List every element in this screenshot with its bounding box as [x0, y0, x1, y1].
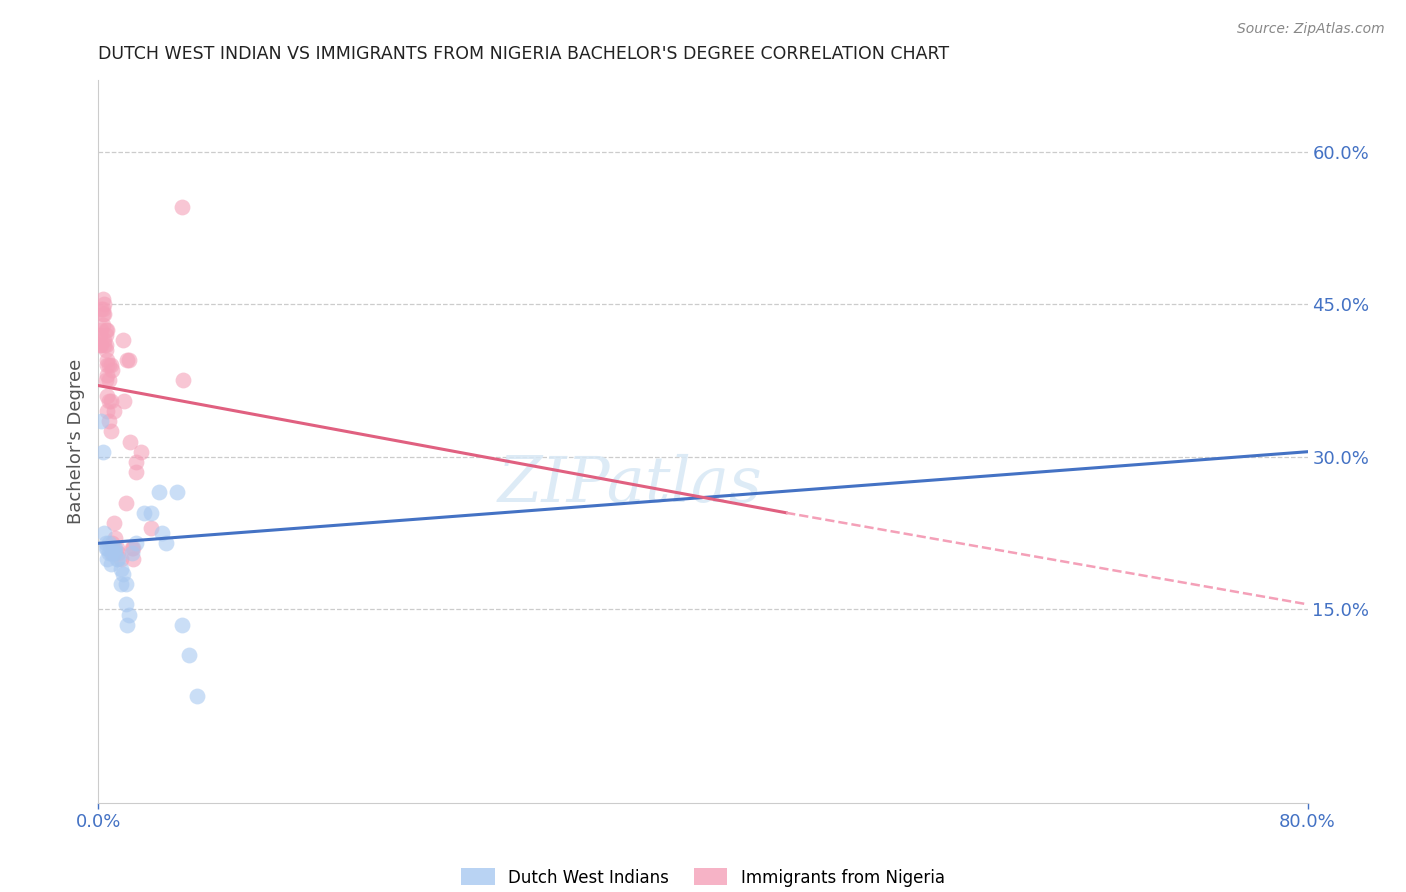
Point: [96, 358, 118, 372]
Text: Source: ZipAtlas.com: Source: ZipAtlas.com: [1237, 22, 1385, 37]
Point: [114, 598, 136, 612]
Point: [89, 327, 111, 342]
Point: [111, 333, 134, 347]
Point: [114, 495, 136, 509]
Point: [98, 414, 121, 428]
Point: [118, 353, 141, 368]
Point: [166, 485, 188, 500]
Point: [96, 353, 118, 368]
Point: [179, 648, 201, 663]
Point: [90, 323, 112, 337]
Point: [105, 541, 128, 556]
Point: [101, 536, 124, 550]
Point: [115, 617, 138, 632]
Point: [96, 541, 118, 556]
Point: [101, 546, 124, 560]
Point: [94, 327, 117, 342]
Text: ZIPatlas: ZIPatlas: [498, 454, 763, 516]
Point: [103, 546, 125, 560]
Point: [125, 455, 148, 469]
Point: [125, 465, 148, 479]
Point: [98, 374, 121, 388]
Point: [104, 546, 127, 560]
Point: [125, 536, 148, 550]
Point: [104, 531, 127, 545]
Point: [105, 551, 128, 566]
Point: [100, 425, 122, 439]
Point: [94, 343, 117, 357]
Point: [94, 374, 117, 388]
Point: [96, 404, 118, 418]
Point: [121, 546, 143, 560]
Point: [122, 541, 145, 556]
Point: [98, 536, 121, 550]
Point: [96, 389, 118, 403]
Point: [129, 444, 152, 458]
Y-axis label: Bachelor's Degree: Bachelor's Degree: [66, 359, 84, 524]
Point: [91, 307, 114, 321]
Point: [107, 546, 129, 560]
Point: [93, 333, 115, 347]
Point: [107, 551, 129, 566]
Point: [111, 566, 134, 581]
Point: [114, 577, 136, 591]
Point: [98, 393, 121, 408]
Legend: Dutch West Indians, Immigrants from Nigeria: Dutch West Indians, Immigrants from Nige…: [454, 862, 952, 892]
Point: [101, 541, 124, 556]
Point: [141, 521, 163, 535]
Point: [104, 541, 127, 556]
Point: [103, 404, 125, 418]
Point: [91, 444, 114, 458]
Point: [121, 541, 143, 556]
Point: [100, 358, 122, 372]
Point: [100, 557, 122, 571]
Point: [94, 323, 117, 337]
Point: [172, 374, 194, 388]
Point: [101, 363, 124, 377]
Point: [94, 338, 117, 352]
Point: [141, 506, 163, 520]
Point: [122, 551, 145, 566]
Point: [90, 338, 112, 352]
Point: [90, 414, 112, 428]
Point: [103, 516, 125, 530]
Point: [132, 506, 155, 520]
Point: [118, 607, 141, 622]
Point: [93, 526, 115, 541]
Point: [93, 307, 115, 321]
Point: [96, 323, 118, 337]
Point: [90, 302, 112, 317]
Point: [93, 338, 115, 352]
Point: [120, 434, 142, 449]
Point: [110, 551, 132, 566]
Point: [150, 526, 173, 541]
Point: [100, 393, 122, 408]
Text: DUTCH WEST INDIAN VS IMMIGRANTS FROM NIGERIA BACHELOR'S DEGREE CORRELATION CHART: DUTCH WEST INDIAN VS IMMIGRANTS FROM NIG…: [98, 45, 949, 63]
Point: [89, 338, 111, 352]
Point: [98, 546, 121, 560]
Point: [112, 393, 135, 408]
Point: [186, 689, 208, 703]
Point: [148, 485, 170, 500]
Point: [98, 358, 121, 372]
Point: [170, 617, 193, 632]
Point: [91, 318, 114, 332]
Point: [96, 551, 118, 566]
Point: [96, 368, 118, 383]
Point: [94, 541, 117, 556]
Point: [91, 292, 114, 306]
Point: [91, 302, 114, 317]
Point: [110, 577, 132, 591]
Point: [155, 536, 177, 550]
Point: [110, 562, 132, 576]
Point: [103, 541, 125, 556]
Point: [115, 353, 138, 368]
Point: [100, 546, 122, 560]
Point: [170, 201, 193, 215]
Point: [94, 536, 117, 550]
Point: [93, 297, 115, 311]
